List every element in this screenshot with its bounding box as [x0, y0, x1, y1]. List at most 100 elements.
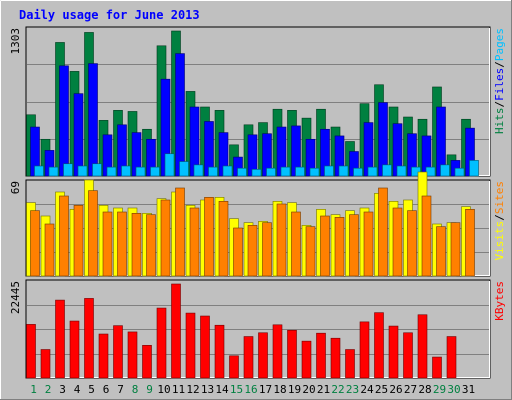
kbytes-bar-kbytes: [200, 315, 210, 379]
x-tick-label: 3: [59, 383, 66, 396]
legend-entry: Pages: [493, 28, 506, 61]
visits-sites-bar-sites: [291, 211, 301, 277]
x-tick-label: 15: [230, 383, 243, 396]
kbytes-bar-kbytes: [403, 332, 413, 379]
visits-sites-bar-sites: [146, 214, 156, 277]
hits-files-pages-bar-pages: [425, 166, 436, 177]
visits-sites-bar-sites: [305, 226, 316, 277]
legend-entry: /: [493, 214, 506, 221]
chart-title: Daily usage for June 2013: [19, 8, 200, 22]
visits-sites-bar-sites: [378, 187, 388, 277]
hits-files-pages-bar-pages: [150, 166, 160, 177]
visits-sites-bar-sites: [392, 207, 403, 277]
x-tick-label: 22: [331, 383, 344, 396]
x-tick-label: 30: [447, 383, 460, 396]
kbytes-bar-kbytes: [113, 325, 123, 379]
kbytes-bar-kbytes: [374, 312, 384, 379]
visits-sites-bar-sites: [73, 205, 84, 277]
x-tick-label: 28: [418, 383, 431, 396]
visits-sites-bar-sites: [233, 227, 243, 277]
hits-files-pages-bar-pages: [135, 166, 146, 177]
hits-files-pages-bar-files: [88, 63, 98, 177]
visits-sites-bar-sites: [160, 199, 171, 277]
hits-files-pages-bar-pages: [179, 161, 189, 177]
kbytes-bar-kbytes: [258, 332, 268, 379]
hits-files-pages-bar-pages: [396, 165, 407, 177]
legend-entry: Files: [493, 68, 506, 101]
visits-sites-bar-sites: [436, 226, 446, 277]
x-tick-label: 19: [288, 383, 301, 396]
visits-sites-bar-sites: [363, 211, 374, 277]
x-tick-label: 11: [172, 383, 185, 396]
kbytes-bar-kbytes: [272, 324, 283, 379]
hits-files-pages-bar-pages: [237, 167, 247, 177]
chart-marks: [26, 30, 479, 379]
legend-entry: /: [493, 101, 506, 108]
kbytes-bar-kbytes: [185, 312, 196, 379]
hits-files-pages-bar-pages: [77, 165, 88, 177]
hits-files-pages-bar-pages: [367, 166, 378, 177]
visits-sites-bar-sites: [421, 195, 432, 277]
hits-files-pages-bar-pages: [121, 165, 131, 177]
x-tick-label: 24: [360, 383, 374, 396]
x-tick-label: 23: [346, 383, 359, 396]
visits-sites-bar-sites: [44, 223, 55, 277]
kbytes-legend: KBytes: [493, 281, 506, 321]
hits-files-pages-bar-pages: [454, 167, 465, 177]
kbytes-bar-kbytes: [171, 283, 181, 379]
legend-entry: Sites: [493, 181, 506, 214]
hits-files-pages-bar-pages: [338, 165, 349, 177]
legend-entry: KBytes: [493, 281, 506, 321]
kbytes-bar-kbytes: [156, 307, 167, 379]
kbytes-bar-kbytes: [316, 332, 326, 379]
x-tick-label: 21: [317, 383, 330, 396]
x-tick-label: 20: [302, 383, 315, 396]
kbytes-bar-kbytes: [84, 298, 94, 379]
x-tick-label: 18: [273, 383, 286, 396]
kbytes-ymax-label: 22445: [9, 281, 22, 314]
visits-sites-bar-sites: [117, 211, 127, 277]
visits-sites-bar-sites: [30, 210, 40, 277]
visits-sites-bar-sites: [204, 197, 214, 277]
legend-entry: Hits: [493, 108, 506, 135]
hits-files-pages-bar-pages: [266, 167, 276, 177]
hits-files-pages-bar-pages: [469, 160, 479, 177]
visits-sites-bar-sites: [450, 222, 461, 277]
hits-files-pages-legend: Hits/Files/Pages: [493, 28, 506, 134]
hits-files-pages-bar-pages: [208, 166, 218, 177]
kbytes-bar-kbytes: [229, 355, 239, 379]
kbytes-bar-kbytes: [243, 336, 254, 379]
hits-files-pages-bar-pages: [106, 166, 117, 177]
hits-files-pages-bar-pages: [222, 165, 233, 177]
x-tick-label: 26: [389, 383, 402, 396]
kbytes-bar-kbytes: [359, 321, 370, 379]
hits-files-pages-bar-pages: [411, 166, 421, 177]
kbytes-bar-kbytes: [301, 340, 312, 379]
kbytes-bar-kbytes: [330, 337, 341, 379]
x-tick-label: 2: [45, 383, 52, 396]
x-tick-label: 7: [117, 383, 124, 396]
x-tick-label: 10: [157, 383, 170, 396]
x-tick-label: 9: [146, 383, 153, 396]
hits-files-pages-bar-pages: [92, 163, 102, 177]
kbytes-bar-kbytes: [446, 336, 457, 379]
kbytes-bar-kbytes: [69, 320, 80, 379]
visits-sites-bar-sites: [465, 209, 475, 277]
visits-sites-bar-sites: [59, 195, 69, 277]
visits-sites-bar-sites: [262, 222, 272, 277]
x-tick-label: 12: [186, 383, 199, 396]
visits-sites-ymax-label: 69: [9, 181, 22, 194]
x-tick-label: 4: [74, 383, 81, 396]
visits-sites-bar-sites: [407, 210, 417, 277]
hits-files-pages-bar-files: [175, 53, 185, 177]
hits-files-pages-bar-files: [59, 65, 69, 177]
hits-files-pages-bar-pages: [440, 164, 450, 177]
x-tick-label: 29: [433, 383, 446, 396]
x-tick-label: 17: [259, 383, 272, 396]
kbytes-bar-kbytes: [55, 299, 65, 379]
hits-files-pages-ymax-label: 1303: [9, 28, 22, 55]
x-tick-label: 13: [201, 383, 214, 396]
x-tick-label: 6: [103, 383, 110, 396]
kbytes-bar-kbytes: [142, 345, 152, 379]
